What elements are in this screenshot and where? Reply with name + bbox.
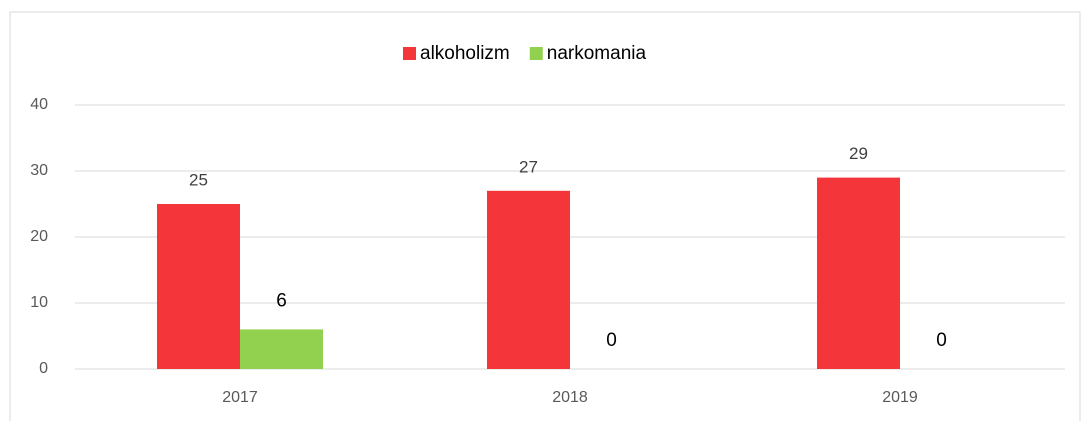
- y-tick-label: 30: [30, 162, 48, 179]
- x-tick-label: 2018: [552, 389, 588, 406]
- bar: [157, 204, 240, 369]
- y-tick-label: 0: [39, 360, 48, 377]
- bar: [240, 329, 323, 369]
- value-label: 29: [849, 144, 868, 163]
- bar: [817, 177, 900, 369]
- legend-swatch: [529, 47, 543, 60]
- value-label: 0: [606, 330, 617, 351]
- y-tick-label: 10: [30, 294, 48, 311]
- value-label: 6: [276, 290, 287, 311]
- y-tick-label: 40: [30, 96, 48, 113]
- bar: [487, 190, 570, 369]
- legend-swatch: [403, 47, 416, 60]
- legend-text: alkoholizm: [420, 43, 510, 64]
- value-label: 25: [189, 170, 208, 189]
- x-tick-label: 2017: [222, 389, 258, 406]
- legend-text: narkomania: [547, 43, 647, 64]
- x-tick-label: 2019: [882, 389, 918, 406]
- chart-frame: [9, 11, 1081, 421]
- value-label: 27: [519, 157, 538, 176]
- value-label: 0: [936, 330, 947, 351]
- y-tick-label: 20: [30, 228, 48, 245]
